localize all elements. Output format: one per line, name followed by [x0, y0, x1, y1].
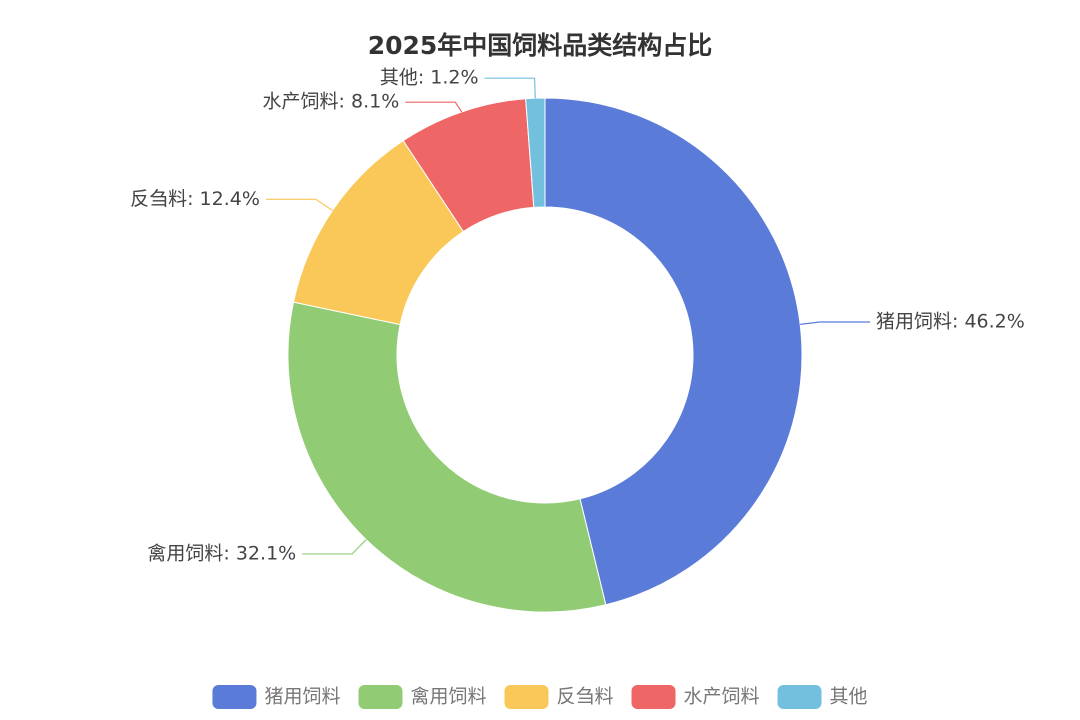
legend-swatch [212, 685, 257, 709]
data-label: 反刍料: 12.4% [130, 188, 260, 210]
label-line [484, 77, 536, 99]
legend-label: 反刍料 [556, 686, 613, 708]
pie-slice [525, 97, 546, 208]
legend-swatch [631, 685, 676, 709]
legend-swatch [504, 685, 549, 709]
legend: 猪用饲料 禽用饲料 反刍料 水产饲料 其他 [212, 685, 868, 709]
chart-title: 2025年中国饲料品类结构占比 [368, 31, 713, 60]
label-line [265, 198, 333, 212]
legend-label: 猪用饲料 [264, 686, 340, 708]
legend-label: 其他 [830, 686, 868, 708]
legend-label: 禽用饲料 [410, 686, 486, 708]
pie-slice [287, 301, 607, 613]
data-label: 其他: 1.2% [380, 67, 479, 89]
data-label: 水产饲料: 8.1% [263, 91, 400, 113]
label-line [302, 539, 367, 555]
label-line [405, 101, 463, 113]
legend-swatch [777, 685, 822, 709]
pie-slice [544, 97, 803, 606]
data-label: 猪用饲料: 46.2% [876, 311, 1025, 333]
legend-label: 水产饲料 [684, 686, 760, 708]
data-label: 禽用饲料: 32.1% [147, 542, 296, 564]
label-line [800, 321, 871, 325]
legend-swatch [358, 685, 403, 709]
